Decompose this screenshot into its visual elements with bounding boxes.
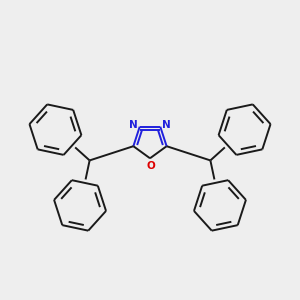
Text: N: N [162, 120, 171, 130]
Text: N: N [129, 120, 138, 130]
Text: O: O [146, 161, 155, 171]
